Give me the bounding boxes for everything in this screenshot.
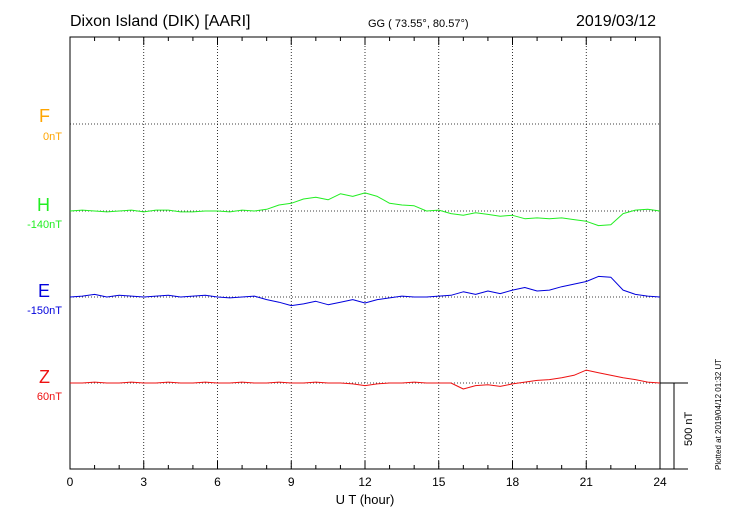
series-label-f: F (39, 106, 50, 126)
series-group (69, 192, 661, 390)
baseline-label-z: 60nT (36, 391, 62, 403)
x-tick-label: 0 (67, 475, 74, 489)
series-line-h (69, 192, 661, 227)
coordinates-label: GG ( 73.55°, 80.57°) (368, 18, 469, 30)
baseline-label-f: 0nT (43, 131, 62, 143)
x-tick-label: 6 (214, 475, 221, 489)
x-tick-label: 21 (580, 475, 594, 489)
x-tick-label: 9 (288, 475, 295, 489)
x-tick-label: 15 (432, 475, 446, 489)
station-title: Dixon Island (DIK) [AARI] (70, 13, 251, 30)
series-line-z (70, 369, 661, 390)
x-tick-label: 12 (358, 475, 372, 489)
scale-bar-label: 500 nT (683, 411, 695, 446)
series-label-z: Z (39, 367, 50, 387)
grid (70, 37, 660, 469)
x-tick-label: 3 (140, 475, 147, 489)
x-ticks: 0 3 6 9 12 15 18 21 24 (67, 37, 667, 489)
x-tick-label: 24 (653, 475, 667, 489)
series-label-e: E (37, 281, 50, 301)
x-axis-label: U T (hour) (336, 492, 395, 507)
series-line-e (69, 275, 661, 307)
series-label-h: H (37, 195, 50, 215)
date-label: 2019/03/12 (576, 13, 657, 30)
x-tick-label: 18 (506, 475, 520, 489)
baseline-label-e: -150nT (27, 305, 62, 317)
baseline-label-h: -140nT (27, 219, 62, 231)
scale-bar: 500 nT (660, 382, 695, 470)
